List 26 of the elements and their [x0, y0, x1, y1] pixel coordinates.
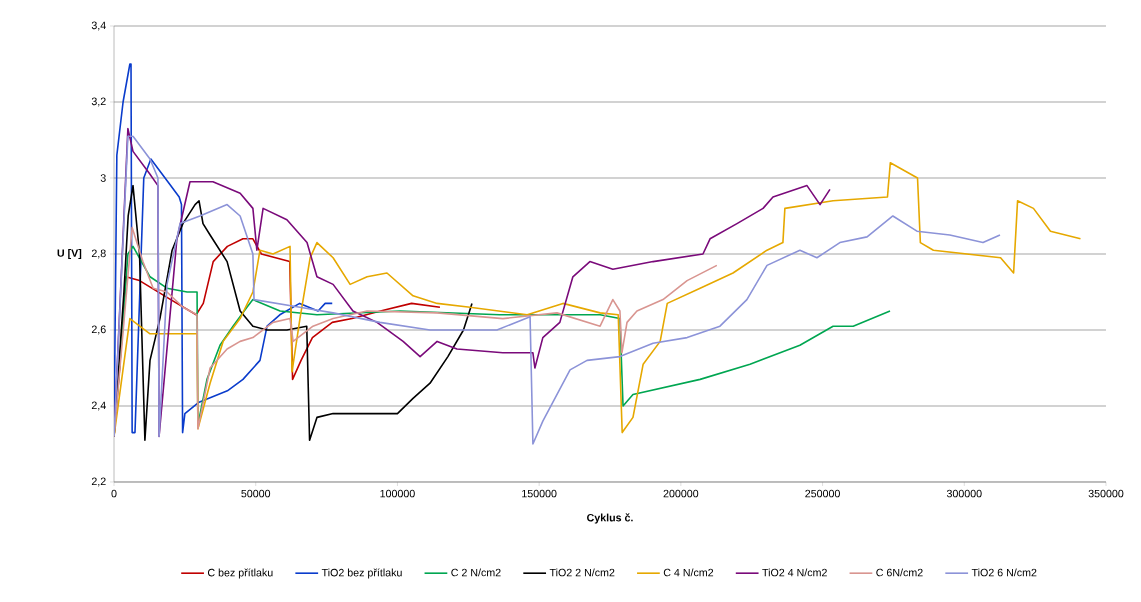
- line-series: [114, 135, 1001, 445]
- x-axis-title: Cyklus č.: [587, 513, 633, 524]
- x-tick-label: 0: [111, 489, 117, 498]
- y-axis-title: U [V]: [57, 249, 82, 259]
- legend-label: TiO2 2 N/cm2: [549, 568, 615, 577]
- legend-label: TiO2 bez přítlaku: [321, 568, 402, 579]
- legend-label: TiO2 4 N/cm2: [762, 568, 827, 577]
- y-tick-label: 3,2: [91, 97, 106, 107]
- legend-label: C 2 N/cm2: [451, 568, 501, 577]
- x-tick-label: 200000: [663, 489, 699, 498]
- x-tick-label: 250000: [805, 489, 840, 498]
- y-tick-label: 2,8: [91, 249, 106, 259]
- y-tick-label: 2,2: [91, 477, 106, 487]
- y-tick-label: 2,4: [91, 401, 106, 411]
- x-tick-label: 350000: [1088, 489, 1124, 498]
- x-tick-label: 100000: [380, 489, 415, 498]
- legend-label: TiO2 6 N/cm2: [971, 568, 1037, 577]
- y-tick-label: 3,4: [91, 21, 106, 31]
- y-tick-label: 2,6: [91, 325, 106, 335]
- legend-label: C 6N/cm2: [876, 568, 923, 577]
- legend-label: C bez přítlaku: [207, 568, 273, 579]
- y-tick-label: 3: [100, 174, 106, 182]
- legend-label: C 4 N/cm2: [663, 568, 714, 577]
- x-tick-label: 150000: [522, 489, 557, 498]
- x-tick-label: 50000: [241, 489, 271, 498]
- x-tick-label: 300000: [946, 489, 982, 498]
